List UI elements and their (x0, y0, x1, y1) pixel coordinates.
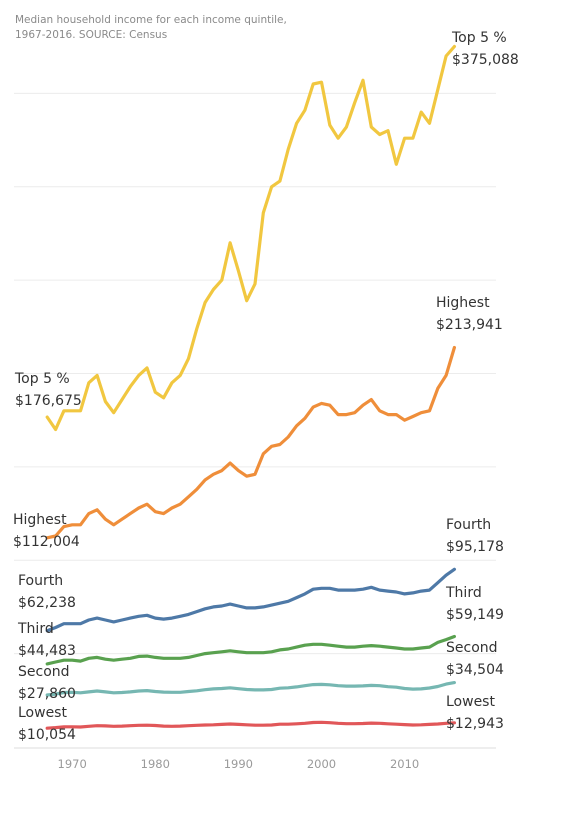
start-value-third: $44,483 (18, 643, 76, 659)
x-tick-label: 2000 (307, 757, 336, 771)
end-value-top-5-: $375,088 (452, 52, 519, 68)
series-lines (45, 44, 456, 730)
start-label-highest: Highest (13, 512, 67, 528)
chart-subtitle: 1967-2016. SOURCE: Census (15, 29, 167, 41)
end-value-third: $59,149 (446, 607, 504, 623)
series-line-fourth (45, 567, 456, 633)
x-tick-label: 1990 (224, 757, 253, 771)
start-value-highest: $112,004 (13, 534, 80, 550)
series-line-highest (45, 345, 456, 540)
series-line-second (45, 681, 456, 697)
start-label-second: Second (18, 664, 70, 680)
start-value-fourth: $62,238 (18, 595, 76, 611)
x-tick-label: 1980 (141, 757, 170, 771)
end-label-third: Third (445, 585, 482, 601)
x-tick-label: 1970 (58, 757, 87, 771)
end-value-fourth: $95,178 (446, 539, 504, 555)
series-line-third (45, 634, 456, 666)
end-label-highest: Highest (436, 295, 490, 311)
start-label-top-5-: Top 5 % (14, 371, 70, 387)
end-label-fourth: Fourth (446, 517, 491, 533)
start-value-second: $27,860 (18, 686, 76, 702)
start-label-lowest: Lowest (18, 705, 67, 721)
x-tick-label: 2010 (390, 757, 419, 771)
end-label-lowest: Lowest (446, 694, 495, 710)
start-value-top-5-: $176,675 (15, 393, 82, 409)
chart-title: Median household income for each income … (15, 14, 287, 26)
end-label-top-5-: Top 5 % (451, 30, 507, 46)
end-value-lowest: $12,943 (446, 716, 504, 732)
end-label-second: Second (446, 640, 498, 656)
grid-lines (14, 92, 496, 749)
series-line-top-5- (45, 44, 456, 432)
series-line-lowest (45, 720, 456, 730)
start-value-lowest: $10,054 (18, 727, 76, 743)
end-value-highest: $213,941 (436, 317, 503, 333)
start-label-third: Third (17, 621, 54, 637)
end-value-second: $34,504 (446, 662, 504, 678)
series-labels: Top 5 % $176,675 Top 5 % $375,088 Highest $11… (13, 30, 519, 743)
x-axis: 1970 1980 1990 2000 2010 (58, 757, 420, 771)
start-label-fourth: Fourth (18, 573, 63, 589)
